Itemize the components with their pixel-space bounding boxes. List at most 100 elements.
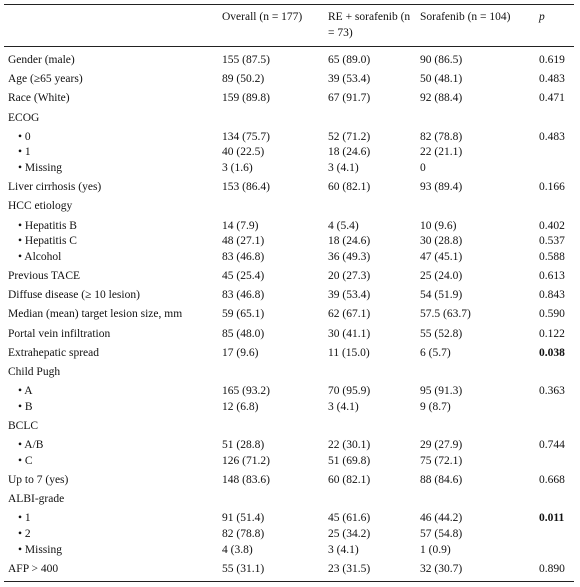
table-cell: 93 (89.4) bbox=[420, 181, 463, 194]
table-cell: 20 (27.3) bbox=[328, 270, 371, 282]
table-cell: 153 (86.4) bbox=[222, 181, 270, 194]
table-cell: 0.038 bbox=[539, 346, 565, 359]
table-cell: 30 (28.8) bbox=[420, 235, 463, 248]
table-cell: 0.843 bbox=[539, 289, 565, 302]
table-cell: 45 (61.6) bbox=[328, 512, 371, 525]
table-cell: 0.619 bbox=[539, 54, 565, 66]
table-cell: 4 (5.4) bbox=[328, 219, 359, 232]
row-label: • 1 bbox=[18, 512, 31, 525]
table-cell: 23 (31.5) bbox=[328, 562, 371, 575]
table-cell: 32 (30.7) bbox=[420, 562, 463, 575]
row-label: Liver cirrhosis (yes) bbox=[8, 181, 102, 194]
row-label: • Missing bbox=[18, 543, 62, 556]
table-cell: 0.537 bbox=[539, 235, 565, 248]
row-label: • C bbox=[18, 454, 33, 467]
table-cell: 88 (84.6) bbox=[420, 474, 463, 486]
table-cell: 25 (34.2) bbox=[328, 528, 371, 540]
table-cell: 36 (49.3) bbox=[328, 250, 371, 263]
row-label: • A/B bbox=[18, 439, 44, 452]
table-cell: 0.363 bbox=[539, 385, 565, 398]
table-cell: 70 (95.9) bbox=[328, 385, 371, 398]
table-cell: 3 (4.1) bbox=[328, 543, 359, 556]
table-cell: 50 (48.1) bbox=[420, 73, 463, 86]
row-label: Previous TACE bbox=[8, 270, 81, 282]
table-cell: 39 (53.4) bbox=[328, 73, 371, 86]
table-cell: 95 (91.3) bbox=[420, 385, 463, 398]
row-label: • A bbox=[18, 385, 33, 398]
table-cell: 22 (30.1) bbox=[328, 439, 371, 452]
row-label: Up to 7 (yes) bbox=[8, 474, 69, 486]
row-label: HCC etiology bbox=[8, 200, 73, 213]
table-cell: 155 (87.5) bbox=[222, 54, 270, 66]
table-cell: 0.402 bbox=[539, 219, 565, 232]
table-cell: 0.166 bbox=[539, 181, 565, 194]
table-cell: 6 (5.7) bbox=[420, 346, 451, 359]
table-cell: 82 (78.8) bbox=[222, 528, 265, 540]
row-label: Portal vein infiltration bbox=[8, 327, 111, 340]
table-cell: 83 (46.8) bbox=[222, 250, 265, 263]
table-cell: 1 (0.9) bbox=[420, 543, 451, 556]
row-label: AFP > 400 bbox=[8, 562, 59, 575]
table-cell: 48 (27.1) bbox=[222, 235, 265, 248]
table-cell: 18 (24.6) bbox=[328, 235, 371, 248]
table-cell: 3 (1.6) bbox=[222, 162, 253, 174]
table-cell: 89 (50.2) bbox=[222, 73, 265, 86]
table-cell: 0.588 bbox=[539, 250, 565, 263]
row-label: ECOG bbox=[8, 111, 40, 124]
column-header: Sorafenib (n = 104) bbox=[420, 11, 511, 23]
table-cell: 3 (4.1) bbox=[328, 162, 359, 174]
table-cell: 4 (3.8) bbox=[222, 543, 253, 556]
table-cell: 54 (51.9) bbox=[420, 289, 463, 302]
table-cell: 134 (75.7) bbox=[222, 130, 270, 143]
table-cell: 55 (31.1) bbox=[222, 562, 265, 575]
table-cell: 46 (44.2) bbox=[420, 512, 463, 525]
table-cell: 17 (9.6) bbox=[222, 346, 259, 359]
table-cell: 0 bbox=[420, 162, 426, 174]
table-cell: 39 (53.4) bbox=[328, 289, 371, 302]
bottom-rule bbox=[4, 581, 574, 582]
row-label: ALBI-grade bbox=[8, 493, 65, 506]
header-rule bbox=[4, 46, 574, 47]
table-cell: 0.890 bbox=[539, 562, 565, 575]
row-label: Extrahepatic spread bbox=[8, 346, 99, 359]
table-cell: 126 (71.2) bbox=[222, 454, 270, 467]
row-label: • Alcohol bbox=[18, 250, 62, 263]
table-cell: 67 (91.7) bbox=[328, 92, 371, 105]
table-cell: 0.613 bbox=[539, 270, 565, 282]
table-cell: 0.744 bbox=[539, 439, 565, 452]
table-cell: 29 (27.9) bbox=[420, 439, 463, 452]
table-cell: 65 (89.0) bbox=[328, 54, 371, 66]
row-label: • 1 bbox=[18, 146, 31, 159]
row-label: Child Pugh bbox=[8, 366, 61, 378]
row-label: Race (White) bbox=[8, 92, 70, 105]
table-cell: 91 (51.4) bbox=[222, 512, 265, 525]
table-cell: 165 (93.2) bbox=[222, 385, 270, 398]
table-cell: 57 (54.8) bbox=[420, 528, 463, 540]
table-cell: 30 (41.1) bbox=[328, 327, 371, 340]
table-cell: 18 (24.6) bbox=[328, 146, 371, 159]
row-label: • Hepatitis B bbox=[18, 219, 77, 232]
table-cell: 60 (82.1) bbox=[328, 181, 371, 194]
row-label: Diffuse disease (≥ 10 lesion) bbox=[8, 289, 140, 302]
row-label: • 0 bbox=[18, 130, 31, 143]
table-cell: 82 (78.8) bbox=[420, 130, 463, 143]
table-cell: 62 (67.1) bbox=[328, 308, 371, 321]
table-cell: 83 (46.8) bbox=[222, 289, 265, 302]
row-label: • 2 bbox=[18, 528, 31, 540]
table-cell: 57.5 (63.7) bbox=[420, 308, 471, 321]
table-cell: 10 (9.6) bbox=[420, 219, 457, 232]
table-cell: 55 (52.8) bbox=[420, 327, 463, 340]
table-cell: 51 (28.8) bbox=[222, 439, 265, 452]
table-cell: 159 (89.8) bbox=[222, 92, 270, 105]
table-cell: 0.483 bbox=[539, 130, 565, 143]
table-cell: 52 (71.2) bbox=[328, 130, 371, 143]
row-label: Age (≥65 years) bbox=[8, 73, 83, 86]
table-cell: 60 (82.1) bbox=[328, 474, 371, 486]
row-label: Gender (male) bbox=[8, 54, 75, 66]
row-label: • B bbox=[18, 400, 33, 413]
table-cell: 45 (25.4) bbox=[222, 270, 265, 282]
table-cell: 0.471 bbox=[539, 92, 565, 105]
table-cell: 0.590 bbox=[539, 308, 565, 321]
row-label: • Hepatitis C bbox=[18, 235, 77, 248]
